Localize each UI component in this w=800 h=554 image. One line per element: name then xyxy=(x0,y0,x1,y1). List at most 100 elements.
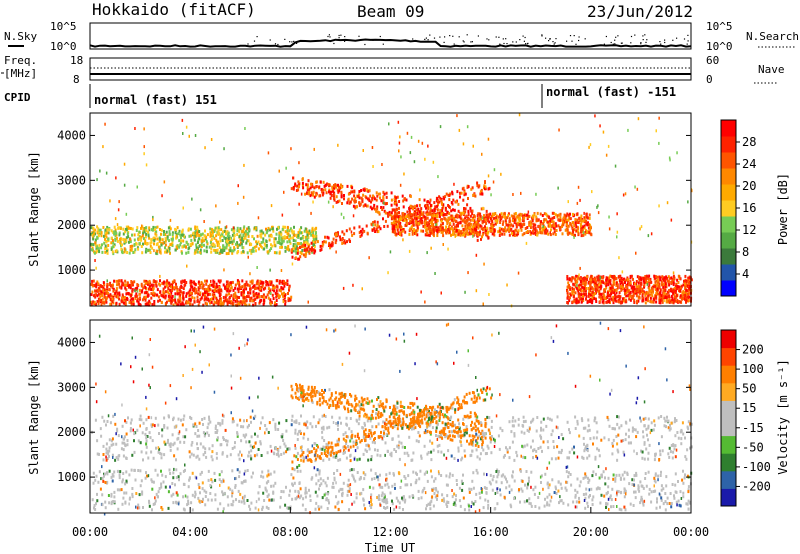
power-cell xyxy=(294,182,297,186)
power-cell xyxy=(179,293,182,297)
power-cell xyxy=(420,216,423,220)
power-cell xyxy=(295,247,298,250)
power-cell xyxy=(513,232,516,236)
power-cell xyxy=(226,298,229,302)
power-cell xyxy=(616,235,618,239)
power-cell xyxy=(237,201,239,205)
power-cell xyxy=(113,225,116,229)
power-cell xyxy=(635,285,638,289)
power-cell xyxy=(280,269,283,272)
power-cell xyxy=(187,250,190,254)
power-cell xyxy=(641,289,644,293)
power-cell xyxy=(615,277,618,281)
power-cell xyxy=(181,118,184,122)
power-cell xyxy=(615,283,618,287)
power-cell xyxy=(684,282,686,286)
power-cell xyxy=(459,191,461,195)
power-cell xyxy=(460,213,463,217)
power-cell xyxy=(219,297,222,301)
power-cell xyxy=(270,281,273,285)
nsearch-point xyxy=(340,34,342,36)
power-cell xyxy=(638,291,641,295)
nsearch-point xyxy=(660,43,662,45)
power-cell xyxy=(116,239,119,243)
power-cell xyxy=(590,233,593,237)
power-cell xyxy=(608,215,610,219)
power-cell xyxy=(600,280,603,284)
power-cell xyxy=(241,229,244,233)
power-cell xyxy=(568,285,571,289)
power-cell xyxy=(304,192,307,196)
power-cell xyxy=(652,300,655,304)
power-cell xyxy=(188,289,191,293)
power-cell xyxy=(607,283,610,287)
power-cell xyxy=(369,194,372,198)
power-cell xyxy=(183,283,186,287)
power-cell xyxy=(338,185,340,189)
power-cell xyxy=(500,227,503,231)
velocity-cell xyxy=(319,477,322,481)
velocity-cell xyxy=(659,505,661,509)
power-cell xyxy=(238,287,241,291)
power-cell xyxy=(167,287,170,291)
power-cell xyxy=(390,191,393,195)
velocity-cell xyxy=(198,486,201,490)
power-cell xyxy=(418,215,421,219)
power-cell xyxy=(586,230,589,234)
power-cell xyxy=(280,238,283,242)
power-cell xyxy=(189,227,192,231)
power-cell xyxy=(105,246,108,250)
power-cell xyxy=(371,207,373,211)
noise-tick-bottom-left: 10^0 xyxy=(50,40,77,53)
power-cell xyxy=(433,201,436,205)
power-cell xyxy=(660,280,663,284)
velocity-cell xyxy=(623,470,626,474)
power-cell xyxy=(281,279,284,283)
power-cell xyxy=(140,284,143,288)
power-cell xyxy=(311,182,314,186)
power-cell xyxy=(447,228,450,231)
power-cell xyxy=(659,278,662,282)
power-cell xyxy=(672,281,675,285)
power-cell xyxy=(387,214,390,218)
power-cell xyxy=(402,199,405,203)
power-cell xyxy=(568,299,571,303)
power-cell xyxy=(442,213,445,217)
power-cell xyxy=(246,239,249,243)
power-cell xyxy=(334,233,337,237)
power-cell xyxy=(599,124,601,128)
power-cell xyxy=(636,288,639,291)
power-cell xyxy=(273,251,276,255)
power-cell xyxy=(136,297,139,301)
power-cell xyxy=(337,231,339,235)
power-cell xyxy=(227,232,230,236)
nsearch-point xyxy=(328,34,330,36)
power-cell xyxy=(591,296,594,300)
velocity-cell xyxy=(113,495,116,499)
power-cell xyxy=(162,292,165,296)
power-cell xyxy=(613,281,616,285)
power-cell xyxy=(434,220,437,224)
power-cell xyxy=(194,229,197,232)
power-cell xyxy=(212,285,215,289)
power-cell xyxy=(566,212,569,216)
power-cell xyxy=(354,196,357,200)
power-cell xyxy=(189,281,192,284)
power-cell xyxy=(457,232,460,236)
power-cell xyxy=(523,214,526,218)
power-cell xyxy=(206,233,209,237)
power-cell xyxy=(515,229,518,233)
power-cell xyxy=(292,239,295,242)
power-cell xyxy=(217,226,220,230)
power-cell xyxy=(432,228,435,232)
power-cell xyxy=(447,219,450,222)
power-cell xyxy=(454,215,457,219)
power-cell xyxy=(197,292,200,296)
power-cell xyxy=(255,228,258,232)
power-cell xyxy=(188,234,191,238)
power-cell xyxy=(120,286,123,290)
power-cell xyxy=(661,300,664,304)
power-cell xyxy=(343,197,345,201)
power-cell xyxy=(507,212,510,216)
power-cell xyxy=(213,289,216,292)
